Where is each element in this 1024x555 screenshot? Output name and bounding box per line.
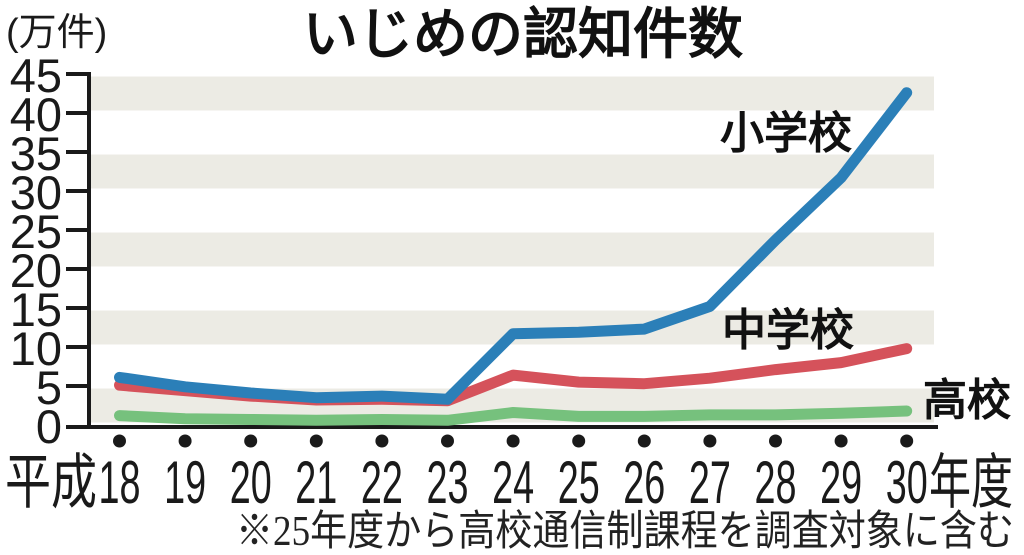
x-tick-dot	[441, 434, 454, 448]
gridline-band	[89, 154, 934, 189]
x-tick-label: 24	[492, 449, 534, 516]
y-tick-label: 10	[10, 322, 62, 375]
x-tick-dot	[703, 434, 717, 448]
x-tick-label: 19	[164, 449, 206, 516]
x-axis-labels: 18 19 20 21 22 23 24 25 26 27 28 29 30	[99, 434, 928, 516]
series-label-junior-high: 中学校	[722, 306, 854, 355]
series-label-high-school: 高校	[923, 376, 1011, 425]
gridline-band	[89, 232, 934, 267]
gridline-band	[89, 76, 934, 111]
x-tick-label: 18	[99, 449, 141, 516]
x-tick-label: 23	[427, 449, 469, 516]
x-tick-dot	[113, 434, 126, 448]
y-axis-unit-label: (万件)	[6, 12, 107, 54]
y-tick-label: 0	[36, 400, 62, 453]
x-tick-dot	[178, 434, 192, 448]
y-tick-label: 5	[36, 361, 62, 414]
x-tick-label: 28	[755, 449, 797, 516]
era-prefix-label: 平成	[5, 449, 97, 516]
chart-title: いじめの認知件数	[303, 3, 743, 65]
x-tick-dot	[900, 434, 914, 448]
x-tick-label: 26	[623, 449, 665, 516]
x-tick-label: 27	[689, 449, 731, 516]
x-tick-dot	[375, 434, 389, 448]
x-tick-label: 29	[820, 449, 862, 516]
x-tick-dot	[637, 434, 651, 448]
series-line-high-school	[114, 405, 913, 426]
x-tick-dot	[244, 434, 258, 448]
x-tick-dot	[506, 434, 520, 448]
x-tick-dot	[572, 434, 586, 448]
y-tick-label: 25	[10, 205, 62, 258]
x-tick-label: 22	[361, 449, 403, 516]
axes	[66, 72, 938, 429]
x-tick-label: 21	[295, 449, 337, 516]
gridline-bands	[89, 76, 934, 423]
y-tick-label: 45	[10, 49, 62, 102]
year-suffix-label: 年度	[929, 449, 1013, 516]
x-tick-label: 20	[230, 449, 272, 516]
x-tick-dot	[309, 434, 323, 448]
y-tick-label: 40	[10, 88, 62, 141]
x-tick-label: 25	[558, 449, 600, 516]
y-tick-label: 30	[10, 166, 62, 219]
y-tick-label: 20	[10, 244, 62, 297]
footnote: ※25年度から高校通信制課程を調査対象に含む	[236, 508, 1014, 555]
series-lines	[114, 87, 913, 426]
series-label-elementary: 小学校	[720, 109, 852, 158]
y-tick-label: 15	[10, 283, 62, 336]
x-tick-dot	[769, 434, 782, 448]
series-line-elementary	[114, 87, 913, 405]
y-tick-label: 35	[10, 127, 62, 180]
x-tick-dot	[834, 434, 848, 448]
x-tick-label: 30	[886, 449, 928, 516]
